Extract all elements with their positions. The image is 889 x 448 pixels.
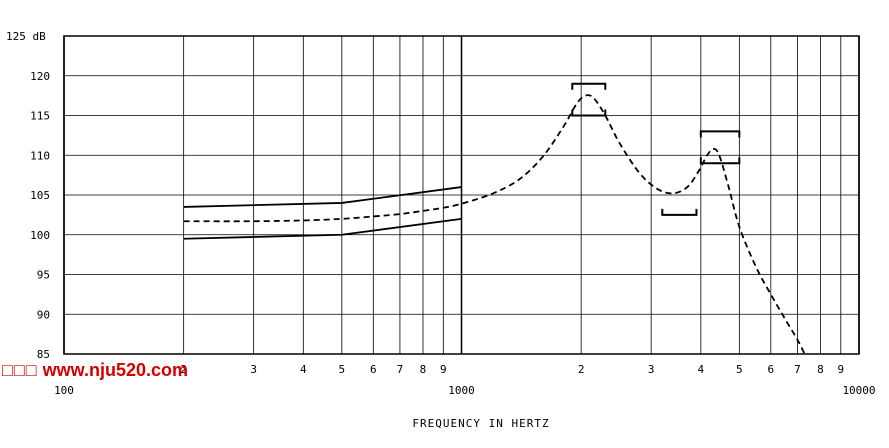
watermark: □□□ www.nju520.com [2,360,188,381]
y-tick-label: 125 dB [6,30,46,43]
x-minor-tick-label: 5 [339,363,346,376]
x-minor-tick-label: 2 [578,363,585,376]
x-minor-tick-label: 9 [440,363,447,376]
limit-bracket [661,208,698,216]
x-minor-tick-label: 5 [736,363,743,376]
x-minor-tick-label: 4 [698,363,705,376]
plot-frame [63,35,860,355]
x-minor-tick-label: 2 [180,363,187,376]
y-tick-label: 105 [30,189,50,202]
y-tick-label: 120 [30,70,50,83]
watermark-glyphs: □□□ [2,360,38,380]
series-line-solid [183,186,462,208]
x-minor-tick-label: 7 [397,363,404,376]
x-minor-tick-label: 8 [817,363,824,376]
x-minor-tick-label: 8 [420,363,427,376]
limit-bracket [699,157,741,165]
x-axis-label: FREQUENCY IN HERTZ [412,417,549,430]
limit-bracket [571,82,607,90]
series-line-solid [183,217,462,240]
y-tick-label: 100 [30,229,50,242]
x-minor-tick-label: 9 [837,363,844,376]
x-minor-tick-label: 6 [768,363,775,376]
y-tick-label: 95 [37,269,50,282]
x-minor-tick-label: 7 [794,363,801,376]
y-tick-label: 90 [37,308,50,321]
x-major-tick-label: 1000 [448,384,475,397]
limit-bracket [699,130,741,138]
y-tick-label: 110 [30,149,50,162]
x-minor-tick-label: 3 [250,363,257,376]
series-line-dashed [183,94,806,355]
x-minor-tick-label: 4 [300,363,307,376]
y-tick-label: 85 [37,348,50,361]
limit-bracket [571,109,607,117]
x-major-tick-label: 100 [54,384,74,397]
y-tick-label: 115 [30,110,50,123]
x-minor-tick-label: 3 [648,363,655,376]
watermark-text: www.nju520.com [42,360,189,380]
x-major-tick-label: 10000 [842,384,875,397]
x-minor-tick-label: 6 [370,363,377,376]
